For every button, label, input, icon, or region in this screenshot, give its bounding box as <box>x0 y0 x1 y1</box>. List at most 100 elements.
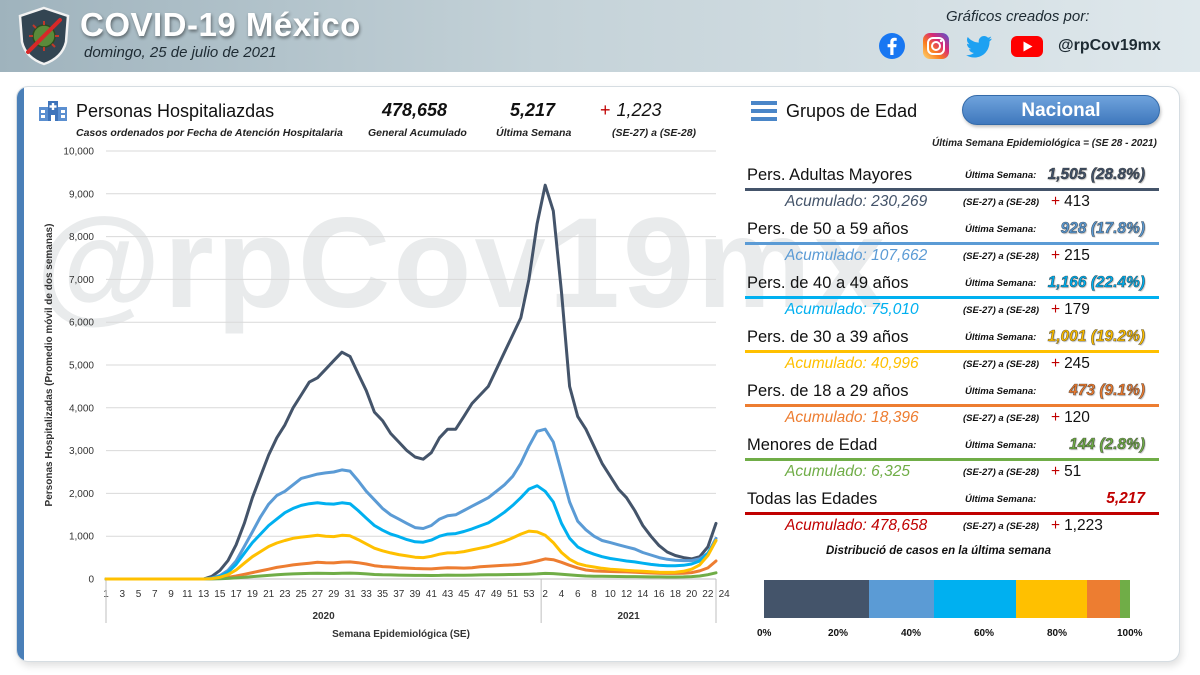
group-week-label: Última Semana: <box>965 494 1037 505</box>
x-tick-label: 8 <box>591 589 597 600</box>
group-week-value: 144 (2.8%) <box>1069 436 1145 454</box>
credits-label: Gráficos creados por: <box>946 8 1090 25</box>
group-range: (SE-27) a (SE-28) <box>963 521 1040 532</box>
x-tick-label: 31 <box>344 589 356 600</box>
group-delta: +413 <box>1051 193 1090 211</box>
group-range: (SE-27) a (SE-28) <box>963 467 1040 478</box>
group-week-label: Última Semana: <box>965 332 1037 343</box>
group-delta-value: 215 <box>1064 247 1090 264</box>
dist-segment <box>934 580 1017 618</box>
group-delta-plus: + <box>1051 247 1061 264</box>
dist-tick: 80% <box>1047 628 1068 639</box>
dist-tick: 0% <box>757 628 772 639</box>
x-tick-label: 41 <box>426 589 438 600</box>
dist-tick: 40% <box>901 628 922 639</box>
x-tick-label: 6 <box>575 589 581 600</box>
group-delta: +215 <box>1051 247 1090 265</box>
group-range: (SE-27) a (SE-28) <box>963 305 1040 316</box>
dist-segment <box>764 580 870 618</box>
x-tick-label: 9 <box>168 589 174 600</box>
coronavirus-shield-icon <box>18 6 70 66</box>
x-axis-title: Semana Epidemiológica (SE) <box>332 629 470 640</box>
y-axis-title: Personas Hospitalizadas (Promedio móvil … <box>44 224 55 507</box>
group-underline <box>745 296 1159 299</box>
youtube-icon[interactable] <box>1010 32 1044 60</box>
group-delta-plus: + <box>1051 517 1061 534</box>
facebook-icon[interactable] <box>878 32 906 60</box>
nacional-button[interactable]: Nacional <box>962 95 1160 125</box>
group-delta-plus: + <box>1051 409 1061 426</box>
header-bar: COVID-19 México domingo, 25 de julio de … <box>0 0 1200 72</box>
y-tick-label: 1,000 <box>69 532 94 543</box>
group-menores: Menores de Edad Última Semana: 144 (2.8%… <box>745 436 1159 490</box>
group-week-value: 1,505 (28.8%) <box>1047 166 1145 184</box>
group-delta: +245 <box>1051 355 1090 373</box>
group-delta-value: 120 <box>1064 409 1090 426</box>
x-tick-label: 12 <box>621 589 633 600</box>
x-tick-label: 7 <box>152 589 158 600</box>
series-line <box>104 183 718 581</box>
hosp-title: Personas Hospitaliazdas <box>76 101 275 121</box>
group-underline <box>745 188 1159 191</box>
twitter-icon[interactable] <box>966 32 994 60</box>
group-delta-value: 413 <box>1064 193 1090 210</box>
x-tick-label: 18 <box>670 589 682 600</box>
watermark: @rpCov19mx <box>36 192 888 335</box>
dist-tick: 100% <box>1117 628 1143 639</box>
group-week-value: 5,217 <box>1106 490 1145 507</box>
group-name: Pers. Adultas Mayores <box>747 166 913 184</box>
dist-tick: 60% <box>974 628 995 639</box>
group-range: (SE-27) a (SE-28) <box>963 413 1040 424</box>
group-name: Pers. de 40 a 49 años <box>747 274 909 292</box>
x-tick-label: 53 <box>523 589 535 600</box>
x-tick-label: 21 <box>263 589 275 600</box>
x-tick-label: 25 <box>296 589 308 600</box>
group-range: (SE-27) a (SE-28) <box>963 251 1040 262</box>
x-tick-label: 16 <box>654 589 666 600</box>
y-tick-label: 9,000 <box>69 189 94 200</box>
group-delta-value: 179 <box>1064 301 1090 318</box>
group-week-label: Última Semana: <box>965 440 1037 451</box>
x-tick-label: 19 <box>247 589 259 600</box>
dist-segment <box>869 580 935 618</box>
x-tick-label: 27 <box>312 589 324 600</box>
distribution-title: Distribució de casos en la última semana <box>826 545 1051 557</box>
group-week-value: 928 (17.8%) <box>1060 220 1145 238</box>
y-tick-label: 6,000 <box>69 318 94 329</box>
social-handle[interactable]: @rpCov19mx <box>1058 37 1161 54</box>
x-tick-label: 2 <box>542 589 548 600</box>
instagram-icon[interactable] <box>922 32 950 60</box>
group-delta: +1,223 <box>1051 517 1103 535</box>
group-week-value: 473 (9.1%) <box>1069 382 1145 400</box>
group-40-49: Pers. de 40 a 49 años Última Semana: 1,1… <box>745 274 1159 328</box>
report-date: domingo, 25 de julio de 2021 <box>84 44 277 61</box>
x-tick-label: 29 <box>328 589 340 600</box>
group-week-label: Última Semana: <box>965 224 1037 235</box>
week-delta: +1,223 <box>600 100 662 121</box>
social-links: @rpCov19mx <box>878 30 1161 62</box>
dist-segment <box>1086 580 1120 618</box>
x-tick-label: 45 <box>458 589 470 600</box>
y-tick-label: 0 <box>88 575 94 586</box>
group-delta-plus: + <box>1051 301 1061 318</box>
group-delta-value: 1,223 <box>1064 517 1103 534</box>
hospital-icon <box>39 101 67 121</box>
group-delta-value: 245 <box>1064 355 1090 372</box>
y-tick-label: 4,000 <box>69 403 94 414</box>
x-tick-label: 23 <box>279 589 291 600</box>
delta-value: 1,223 <box>616 100 662 120</box>
x-tick-label: 24 <box>719 589 730 600</box>
x-tick-label: 43 <box>442 589 454 600</box>
main-card <box>16 86 1180 662</box>
x-tick-label: 22 <box>702 589 714 600</box>
group-accumulated: Acumulado: 18,396 <box>785 409 919 426</box>
epi-week-note: Última Semana Epidemiológica = (SE 28 - … <box>932 138 1157 149</box>
y-tick-label: 3,000 <box>69 446 94 457</box>
delta-plus: + <box>600 100 611 120</box>
x-tick-label: 4 <box>559 589 565 600</box>
x-tick-label: 5 <box>136 589 142 600</box>
hosp-subtitle: Casos ordenados por Fecha de Atención Ho… <box>76 127 343 139</box>
x-tick-label: 33 <box>361 589 373 600</box>
series-line <box>104 529 718 581</box>
total-accumulated-label: General Acumulado <box>368 127 467 139</box>
